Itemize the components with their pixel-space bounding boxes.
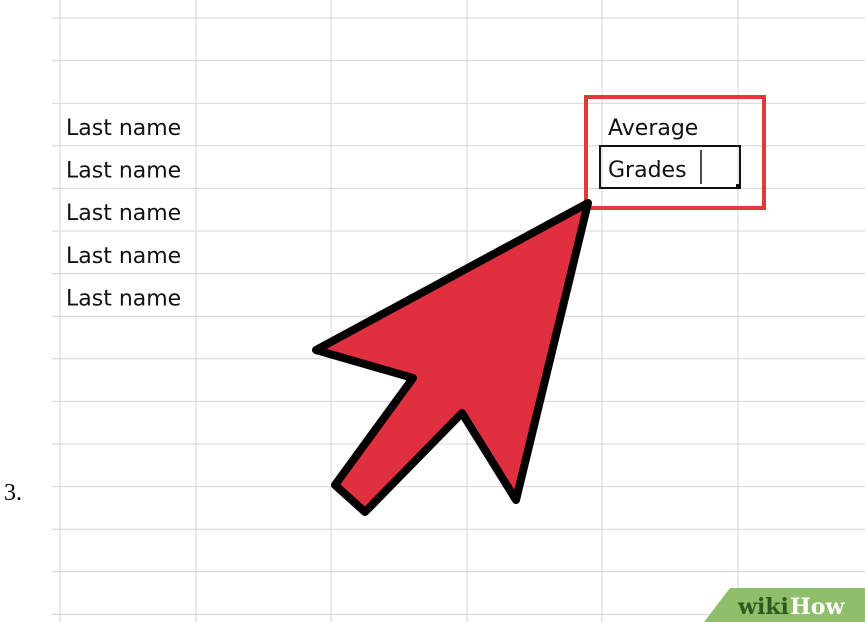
cell-grades[interactable]: Grades — [608, 158, 687, 183]
cell-last-name: Last name — [66, 159, 181, 184]
watermark-wiki: wiki — [737, 594, 789, 620]
cell-last-name: Last name — [66, 244, 181, 269]
cell-last-name: Last name — [66, 201, 181, 226]
page: 3. Last name Last name Last name Last name L… — [0, 0, 865, 622]
pointer-arrow — [316, 203, 588, 512]
highlight-box — [586, 97, 764, 208]
fill-handle — [736, 184, 741, 189]
step-number: 3. — [4, 480, 22, 506]
watermark-how: How — [790, 594, 845, 620]
cell-last-name: Last name — [66, 286, 181, 311]
screenshot: 3. Last name Last name Last name Last name L… — [0, 0, 865, 622]
cell-last-name: Last name — [66, 116, 181, 141]
cell-average: Average — [608, 116, 698, 141]
